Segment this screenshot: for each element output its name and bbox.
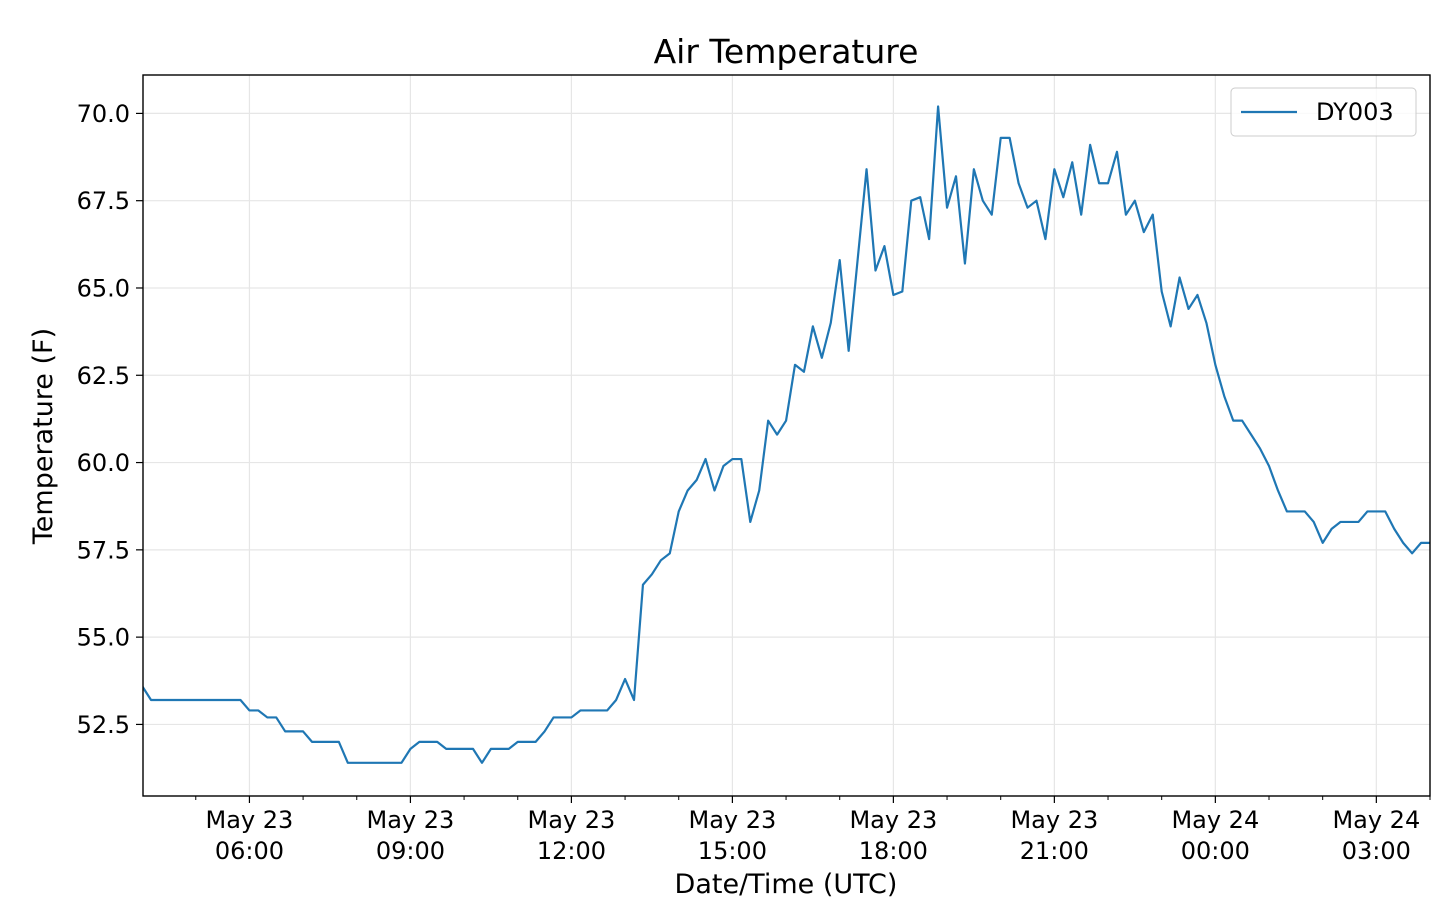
x-tick-label-time: 06:00 bbox=[215, 837, 284, 865]
x-tick-label-date: May 24 bbox=[1332, 806, 1420, 834]
y-tick-label: 65.0 bbox=[77, 274, 130, 302]
x-tick-label-date: May 23 bbox=[206, 806, 294, 834]
y-tick-label: 52.5 bbox=[77, 711, 130, 739]
plot-area bbox=[143, 105, 1430, 764]
x-tick-label-date: May 24 bbox=[1171, 806, 1259, 834]
axes-frame bbox=[142, 74, 1431, 797]
x-tick-label-date: May 23 bbox=[849, 806, 937, 834]
x-tick-label-date: May 23 bbox=[367, 806, 455, 834]
x-axis-label: Date/Time (UTC) bbox=[675, 869, 898, 900]
x-tick-label-time: 03:00 bbox=[1342, 837, 1411, 865]
axis-ticks: 52.5 55.0 57.5 60.0 62.5 65.0 67.5 70.0 May 23 06… bbox=[77, 100, 1431, 865]
legend: DY003 bbox=[1230, 87, 1417, 137]
y-tick-label: 55.0 bbox=[77, 624, 130, 652]
x-tick-label-date: May 23 bbox=[528, 806, 616, 834]
chart-title: Air Temperature bbox=[654, 32, 919, 71]
x-tick-label-time: 12:00 bbox=[537, 837, 606, 865]
y-tick-label: 70.0 bbox=[77, 100, 130, 128]
x-tick-label-time: 18:00 bbox=[859, 837, 928, 865]
grid-lines bbox=[143, 75, 1430, 796]
x-tick-label-time: 00:00 bbox=[1181, 837, 1250, 865]
legend-label: DY003 bbox=[1316, 98, 1394, 126]
y-tick-label: 62.5 bbox=[77, 362, 130, 390]
y-tick-label: 57.5 bbox=[77, 536, 130, 564]
y-axis-label: Temperature (F) bbox=[28, 328, 59, 545]
x-tick-label-date: May 23 bbox=[1010, 806, 1098, 834]
x-tick-label-time: 15:00 bbox=[698, 837, 767, 865]
legend-box bbox=[1230, 87, 1417, 137]
x-tick-label-time: 09:00 bbox=[376, 837, 445, 865]
x-tick-label-date: May 23 bbox=[688, 806, 776, 834]
series-line bbox=[143, 105, 1430, 764]
x-tick-label-time: 21:00 bbox=[1020, 837, 1089, 865]
y-tick-label: 67.5 bbox=[77, 187, 130, 215]
y-tick-label: 60.0 bbox=[77, 449, 130, 477]
